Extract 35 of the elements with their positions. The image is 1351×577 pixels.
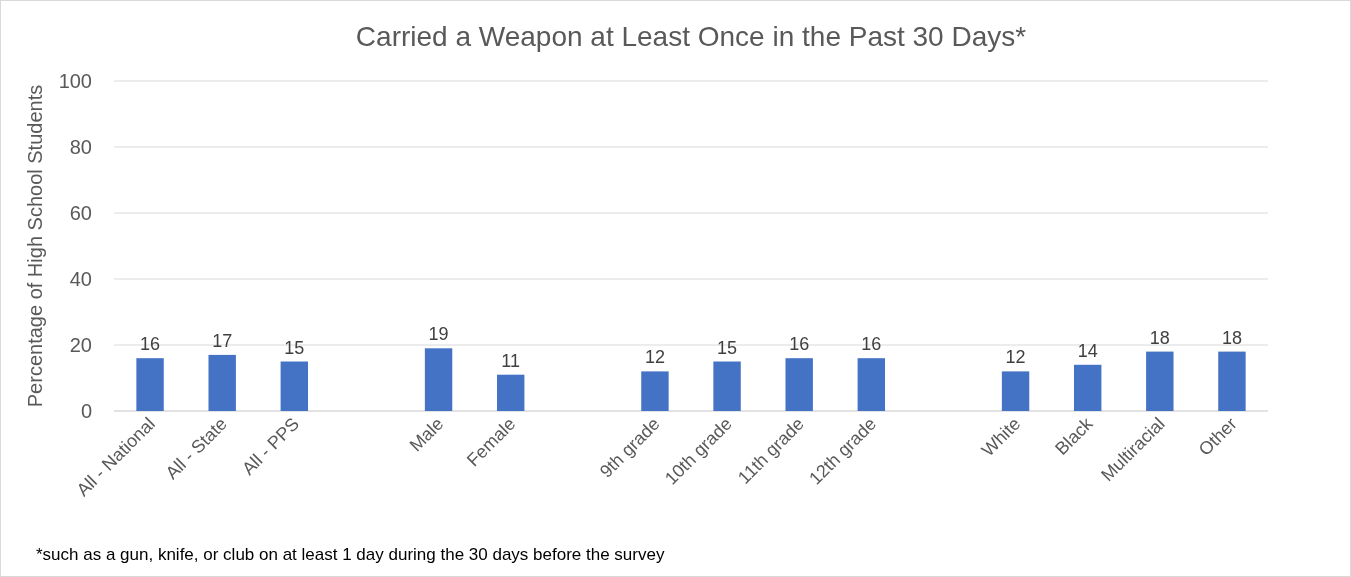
data-label: 15 (284, 337, 305, 358)
data-label: 16 (140, 334, 161, 355)
bar (136, 358, 164, 411)
bar (1001, 371, 1030, 411)
y-tick-label: 20 (69, 334, 92, 356)
data-label: 16 (861, 334, 882, 355)
y-tick-label: 80 (69, 136, 92, 158)
bar (1073, 364, 1102, 411)
bar (857, 358, 886, 411)
bar (785, 358, 813, 411)
bar (713, 361, 741, 411)
data-label: 16 (789, 334, 810, 355)
bar (1218, 351, 1246, 411)
bar (208, 354, 236, 411)
data-label: 15 (717, 337, 738, 358)
data-label: 12 (644, 347, 665, 368)
bar (641, 371, 669, 411)
data-label: 18 (1149, 327, 1170, 348)
y-tick-label: 0 (80, 400, 92, 422)
y-tick-label: 40 (69, 268, 92, 290)
data-label: 11 (501, 350, 521, 371)
data-label: 18 (1221, 327, 1242, 348)
bar (424, 348, 453, 411)
y-tick-label: 60 (69, 202, 92, 224)
chart-title: Carried a Weapon at Least Once in the Past 30 Days* (355, 21, 1027, 52)
bar (1146, 351, 1174, 411)
text: *such as a gun, knife, or club on at least 1 day during the 30 days before the survey (36, 545, 665, 564)
data-label: 17 (212, 330, 233, 351)
y-axis-title: Percentage of High School Students (24, 84, 46, 408)
data-label: 12 (1005, 347, 1026, 368)
y-tick-label: 100 (58, 70, 92, 92)
bar (496, 374, 525, 411)
data-label: 19 (428, 324, 449, 345)
bar (280, 361, 309, 411)
data-label: 14 (1077, 340, 1098, 361)
